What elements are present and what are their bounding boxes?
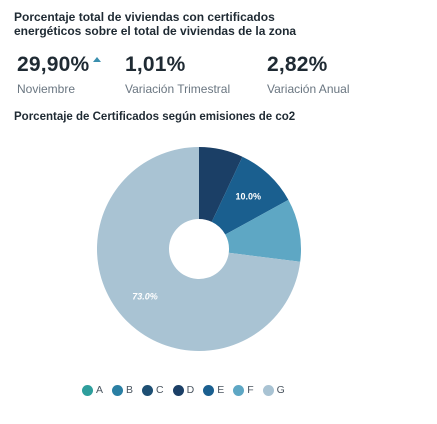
chart-title: Porcentaje de Certificados según emision… xyxy=(14,111,296,123)
legend-label: C xyxy=(156,384,164,396)
legend-label: B xyxy=(126,384,134,396)
legend-item-A[interactable]: A xyxy=(82,384,103,396)
legend-label: A xyxy=(96,384,104,396)
kpi-label: Noviembre xyxy=(17,82,76,96)
legend-item-C[interactable]: C xyxy=(142,384,164,396)
page-title: Porcentaje total de viviendas con certif… xyxy=(14,10,297,38)
kpi-noviembre: 29,90% Noviembre xyxy=(17,53,102,96)
kpi-label: Variación Trimestral xyxy=(125,82,231,96)
legend-dot-icon xyxy=(142,384,154,396)
chart-legend: A B C D E F G xyxy=(82,384,285,396)
legend-label: D xyxy=(186,384,195,396)
donut-chart: 10.0% 73.0% xyxy=(97,147,301,351)
slice-G[interactable] xyxy=(97,147,301,351)
legend-item-E[interactable]: E xyxy=(203,384,224,396)
data-label-E: 10.0% xyxy=(236,192,262,202)
data-label-G: 73.0% xyxy=(132,292,158,302)
legend-label: E xyxy=(217,384,225,396)
kpi-label: Variación Anual xyxy=(267,82,350,96)
legend-dot-icon xyxy=(203,384,215,396)
legend-dot-icon xyxy=(233,384,245,396)
legend-label: F xyxy=(247,384,254,396)
legend-dot-icon xyxy=(112,384,124,396)
legend-item-B[interactable]: B xyxy=(112,384,133,396)
arrow-up-icon xyxy=(93,57,102,62)
slice-E[interactable] xyxy=(211,156,289,235)
legend-dot-icon xyxy=(172,384,184,396)
legend-label: G xyxy=(276,384,285,396)
legend-dot-icon xyxy=(262,384,274,396)
slice-D[interactable] xyxy=(199,147,243,222)
kpi-value: 29,90% xyxy=(17,53,90,76)
kpi-value: 2,82% xyxy=(267,53,328,76)
slice-F[interactable] xyxy=(225,199,301,262)
legend-item-F[interactable]: F xyxy=(233,384,254,396)
legend-item-G[interactable]: G xyxy=(262,384,285,396)
legend-item-D[interactable]: D xyxy=(172,384,195,396)
kpi-value: 1,01% xyxy=(125,53,186,76)
kpi-variacion-anual: 2,82% Variación Anual xyxy=(267,53,350,96)
legend-dot-icon xyxy=(82,384,93,396)
kpi-variacion-trimestral: 1,01% Variación Trimestral xyxy=(125,53,230,96)
